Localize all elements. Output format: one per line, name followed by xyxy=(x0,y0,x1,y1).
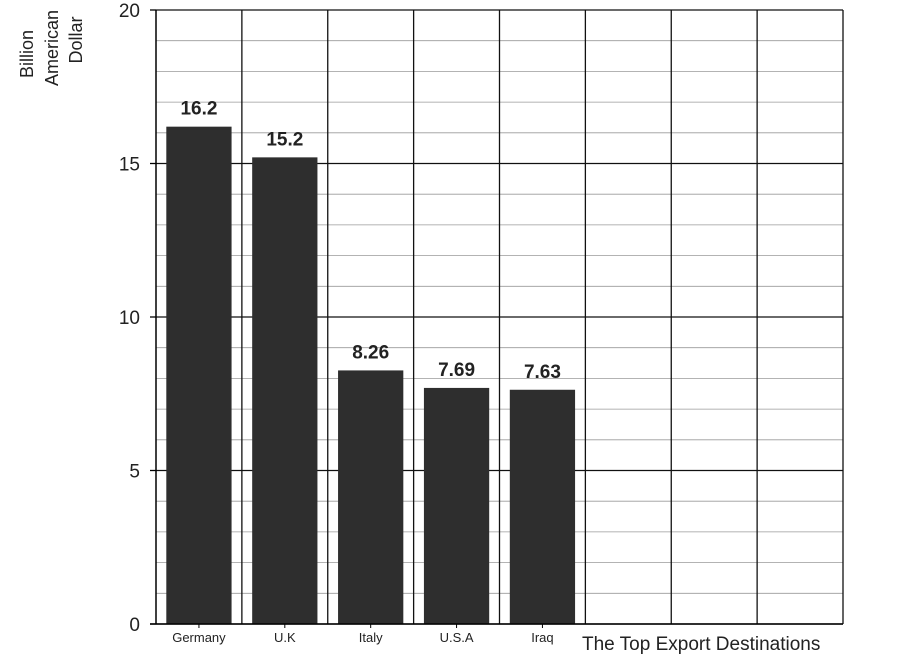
y-tick-label: 5 xyxy=(129,462,140,483)
data-label: 16.2 xyxy=(180,99,217,120)
data-label: 15.2 xyxy=(266,129,303,150)
data-label: 7.69 xyxy=(438,360,475,381)
bar-iraq xyxy=(509,389,576,624)
y-tick-label: 10 xyxy=(119,308,140,329)
y-tick-label: 15 xyxy=(119,155,140,176)
bars xyxy=(166,126,576,625)
y-axis-label-line-1: Billion xyxy=(17,30,37,78)
x-tick-label: Iraq xyxy=(531,630,553,645)
data-label: 8.26 xyxy=(352,342,389,363)
bar-italy xyxy=(338,370,404,624)
data-label: 7.63 xyxy=(524,362,561,383)
bar-u-k xyxy=(252,157,318,625)
x-tick-label: U.K xyxy=(274,630,296,645)
y-tick-labels: 0 5 10 15 20 xyxy=(119,1,156,636)
bar-u-s-a xyxy=(423,387,490,624)
x-tick-label: Germany xyxy=(172,630,226,645)
y-tick-label: 0 xyxy=(129,615,140,636)
data-labels: 16.2 15.2 8.26 7.69 7.63 xyxy=(180,99,560,383)
bar-germany xyxy=(166,126,232,624)
y-axis-label-line-3: Dollar xyxy=(66,16,86,63)
x-tick-labels: Germany U.K Italy U.S.A Iraq xyxy=(172,624,554,645)
x-tick-label: U.S.A xyxy=(440,630,474,645)
x-tick-label: Italy xyxy=(359,630,383,645)
y-axis-label-line-2: American xyxy=(42,10,62,86)
y-tick-label: 20 xyxy=(119,1,140,22)
x-axis-label: The Top Export Destinations xyxy=(582,634,820,655)
